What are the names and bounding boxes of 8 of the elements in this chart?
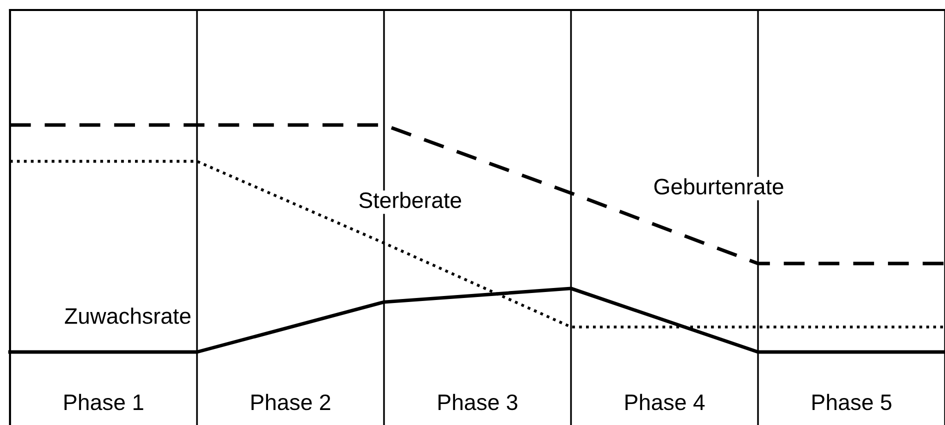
text: Phase 4	[626, 394, 705, 410]
text: Phase 1	[64, 394, 144, 410]
series-label: Geburtenrate	[654, 178, 784, 195]
series-label: Sterberate	[359, 192, 462, 208]
series-label: Zuwachsrate	[64, 308, 190, 324]
text: Phase 3	[438, 394, 518, 410]
text: Phase 5	[812, 394, 892, 410]
text: Phase 2	[252, 394, 330, 410]
